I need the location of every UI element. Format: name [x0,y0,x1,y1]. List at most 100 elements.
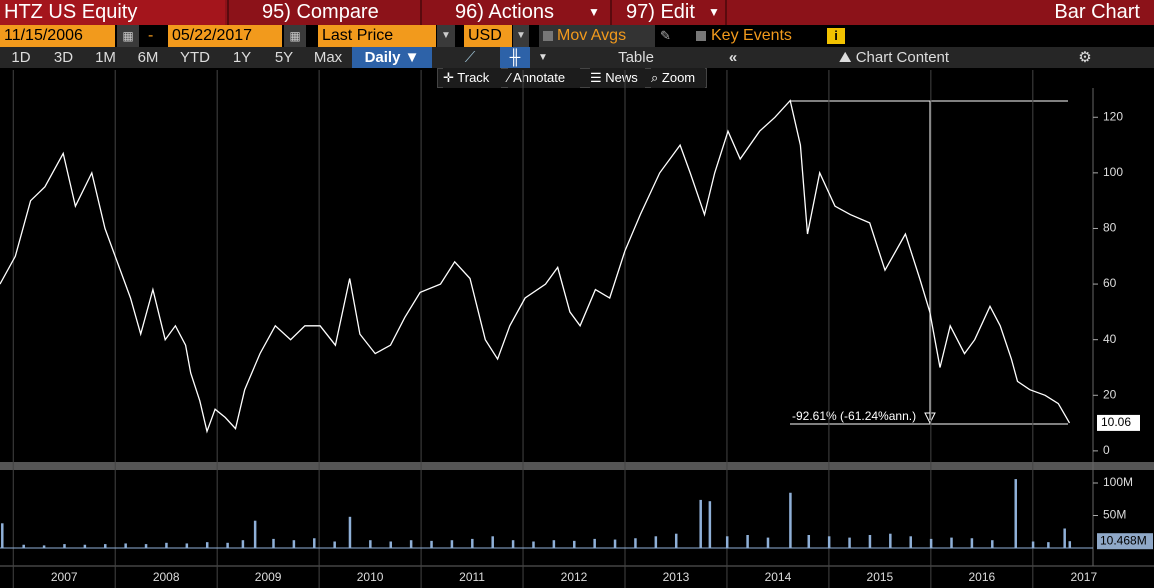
volume-bar [573,540,576,548]
chart-content-label: Chart Content [855,49,950,66]
y-tick-label: 50M [1103,508,1126,522]
volume-bar [654,536,658,548]
chart-content[interactable]: ⛰ Chart Content [770,47,1018,68]
period-button[interactable]: 1M [85,47,126,68]
info-icon[interactable]: i [827,28,845,44]
field-select[interactable]: Last Price [318,25,436,47]
volume-bar [185,543,189,548]
volume-bar [991,540,994,548]
collapse-button[interactable]: « [718,47,748,68]
tool-track[interactable]: ✛ Track [443,68,501,88]
x-tick-label: 2007 [51,570,78,584]
calendar-icon[interactable]: ▦ [284,25,306,47]
change-annotation: -92.61% (-61.24%ann.) [792,409,916,423]
tool-news[interactable]: ☰ News [590,68,645,88]
volume-bar [909,536,912,548]
tool-zoom[interactable]: ⌕ Zoom [651,68,705,88]
start-date[interactable]: 11/15/2006 [0,25,115,47]
volume-bar [868,535,872,548]
volume-bar [1068,541,1072,548]
y-tick-label: 60 [1103,276,1117,290]
volume-bar [746,535,749,548]
volume-bar [205,542,209,548]
last-price-label: 10.06 [1101,415,1131,429]
volume-bar [63,544,66,548]
x-tick-label: 2008 [153,570,180,584]
period-button[interactable]: 1D [0,47,42,68]
separator [420,0,422,25]
dropdown-arrow: ▼ [588,0,600,25]
volume-bar [532,541,535,548]
last-volume-label: 10.468M [1100,533,1147,547]
volume-bar [450,540,454,548]
x-tick-label: 2017 [1070,570,1097,584]
checkbox[interactable] [696,31,706,41]
y-tick-label: 40 [1103,332,1117,346]
volume-bar [789,492,792,548]
period-button[interactable]: 5Y [264,47,304,68]
volume-bar [929,538,933,548]
volume-bar [165,542,168,548]
y-tick-label: 20 [1103,387,1117,401]
volume-bar [1047,542,1050,548]
volume-bar [348,516,352,548]
table-button[interactable]: Table [556,47,716,68]
end-date[interactable]: 05/22/2017 [168,25,282,47]
volume-bar [471,538,474,548]
y-tick-label: 120 [1103,109,1123,123]
tool-annotate[interactable]: ⁄ Annotate [508,68,580,88]
volume-bar [42,545,46,548]
volume-bar [253,520,257,548]
frequency-select[interactable]: Daily ▼ [352,47,432,68]
volume-bar [593,538,596,548]
dropdown-arrow: ▼ [708,0,720,25]
dropdown-arrow[interactable]: ▼ [533,47,553,68]
price-line [0,99,1071,434]
volume-bar [333,541,336,548]
volume-bar [970,538,974,548]
settings-icon[interactable]: ⚙ [1070,47,1100,68]
volume-bar [1063,528,1066,548]
volume-bar [708,501,712,548]
volume-bar [369,540,372,548]
volume-bar [766,537,770,548]
volume-bar [889,533,892,548]
volume-bar [1,523,4,548]
period-button[interactable]: 6M [127,47,169,68]
frequency: Daily [364,49,401,66]
separator [725,0,727,25]
checkbox[interactable] [543,31,553,41]
y-tick-label: 100M [1103,475,1133,489]
tool-label: Zoom [661,70,696,85]
range-arrow [924,412,936,425]
volume-bar [674,533,678,548]
volume-bar [634,538,637,548]
tool-label: News [605,70,638,85]
line-icon[interactable]: ⟋ [450,47,490,68]
calendar-icon[interactable]: ▦ [117,25,139,47]
separator [227,0,229,25]
period-button[interactable]: YTD [170,47,220,68]
volume-bar [699,499,702,548]
volume-bar [409,540,413,548]
bar-icon[interactable]: ╫ [500,47,530,68]
ticker[interactable]: HTZ US Equity [0,0,225,25]
currency-select[interactable]: USD [464,25,512,47]
volume-bar [613,539,617,548]
period-button[interactable]: 3D [43,47,84,68]
menu-actions[interactable]: 96) Actions [455,0,585,25]
key-events[interactable]: Key Events [711,27,792,44]
x-tick-label: 2014 [765,570,792,584]
period-button[interactable]: Max [305,47,351,68]
mov-avgs[interactable]: Mov Avgs [539,25,655,47]
x-tick-label: 2013 [663,570,690,584]
period-button[interactable]: 1Y [221,47,263,68]
dropdown-arrow[interactable]: ▼ [513,25,529,47]
menu-edit[interactable]: 97) Edit [626,0,706,25]
pencil-icon[interactable]: ✎ [660,28,671,43]
volume-bar [430,540,433,548]
menu-compare[interactable]: 95) Compare [262,0,417,25]
dropdown-arrow[interactable]: ▼ [437,25,455,47]
